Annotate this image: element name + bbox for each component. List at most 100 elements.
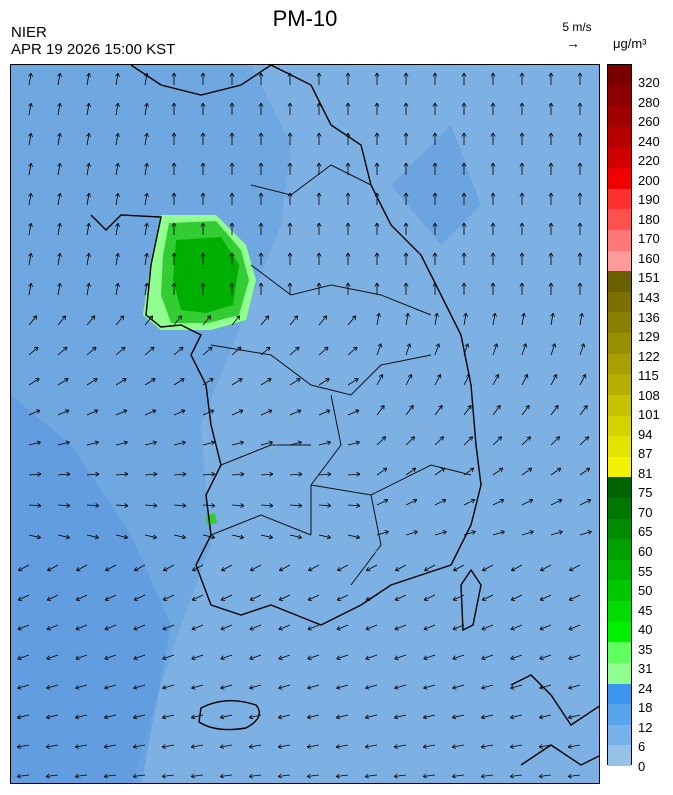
wind-vector-head [153, 473, 158, 477]
wind-vector-head [153, 503, 158, 507]
wind-vector-head [407, 313, 410, 318]
wind-vector-head [132, 776, 137, 779]
wind-vector-head [133, 596, 137, 601]
wind-vector-head [86, 162, 90, 167]
wind-vector-head [76, 566, 79, 571]
wind-vector-head [94, 346, 97, 352]
wind-vector-head [249, 746, 254, 749]
wind-vector [75, 594, 88, 601]
wind-vector-head [229, 102, 233, 107]
wind-vector-head [115, 72, 119, 77]
wind-vector-head [381, 436, 386, 438]
wind-vector-head [403, 282, 407, 287]
wind-vector-head [210, 440, 215, 443]
wind-vector-head [577, 102, 581, 107]
wind-vector-head [378, 374, 383, 377]
wind-vector [57, 409, 70, 416]
wind-vector-head [37, 410, 41, 414]
wind-vector-head [266, 346, 271, 349]
wind-vector-head [133, 714, 137, 718]
wind-vector [133, 774, 146, 777]
wind-vector-head [18, 566, 21, 571]
wind-vector-head [269, 378, 272, 383]
wind-vector-head [550, 252, 554, 257]
wind-vector [191, 624, 204, 630]
wind-vector-head [550, 312, 554, 317]
wind-vector-head [365, 746, 370, 749]
wind-vector [568, 774, 581, 777]
wind-vector-head [220, 687, 225, 690]
wind-vector [249, 684, 262, 689]
wind-vector [510, 714, 523, 719]
wind-vector-head [365, 714, 369, 718]
wind-vector-head [229, 222, 233, 227]
wind-vector [336, 624, 349, 630]
wind-vector-head [497, 436, 502, 438]
wind-vector-head [577, 222, 581, 227]
wind-vector-head [374, 252, 378, 257]
wind-vector-head [28, 282, 32, 287]
wind-vector-head [351, 315, 356, 318]
pm10-map[interactable] [10, 64, 600, 784]
wind-vector-head [289, 162, 293, 167]
wind-vector [376, 374, 383, 386]
wind-vector-head [405, 222, 409, 227]
wind-vector-head [260, 162, 264, 167]
wind-vector-head [37, 505, 42, 509]
wind-vector [579, 374, 586, 386]
legend-swatch [608, 229, 631, 252]
wind-vector-head [93, 315, 96, 320]
wind-vector-head [422, 773, 427, 777]
wind-vector-head [423, 685, 427, 689]
wind-vector [405, 436, 415, 446]
wind-vector-head [191, 629, 196, 631]
wind-vector-head [289, 192, 293, 197]
wind-vector [144, 133, 148, 146]
wind-vector-head [376, 282, 380, 287]
wind-vector-head [211, 473, 216, 477]
wind-vector [86, 346, 97, 356]
wind-vector-head [316, 132, 320, 137]
wind-vector-head [133, 626, 137, 630]
wind-vector [307, 624, 320, 630]
wind-vector-head [327, 441, 331, 446]
wind-vector [492, 436, 502, 446]
wind-vector-head [318, 132, 322, 137]
wind-vector-head [326, 440, 331, 443]
wind-vector-head [289, 222, 293, 227]
wind-vector-head [316, 252, 320, 257]
legend-swatch [608, 188, 631, 210]
wind-vector-head [162, 746, 167, 749]
legend-label: 55 [638, 563, 653, 579]
wind-vector [115, 441, 128, 446]
wind-vector-head [46, 687, 51, 690]
wind-vector [492, 467, 504, 476]
wind-vector [144, 315, 154, 326]
wind-vector [46, 624, 59, 630]
wind-vector-head [248, 744, 253, 748]
legend-label: 200 [638, 172, 660, 188]
wind-vector [75, 744, 88, 748]
wind-vector-head [269, 473, 274, 477]
legend-swatch [608, 683, 631, 705]
wind-vector-head [192, 566, 195, 571]
wind-vector-head [17, 596, 21, 601]
wind-vector-head [347, 222, 351, 227]
wind-vector-head [490, 282, 494, 287]
wind-vector-head [374, 162, 378, 167]
wind-vector-head [287, 192, 291, 197]
wind-vector [336, 654, 349, 660]
legend-label: 170 [638, 231, 660, 247]
wind-vector-head [144, 282, 148, 287]
wind-vector [539, 774, 552, 777]
wind-vector-head [104, 658, 109, 661]
wind-vector [86, 504, 100, 507]
wind-vector-head [579, 192, 583, 197]
wind-vector [28, 473, 42, 476]
wind-vector-head [336, 629, 341, 631]
wind-vector-head [104, 629, 109, 631]
wind-vector [144, 73, 148, 86]
wind-vector [434, 343, 440, 356]
wind-vector-head [132, 773, 137, 777]
wind-vector [278, 594, 291, 601]
